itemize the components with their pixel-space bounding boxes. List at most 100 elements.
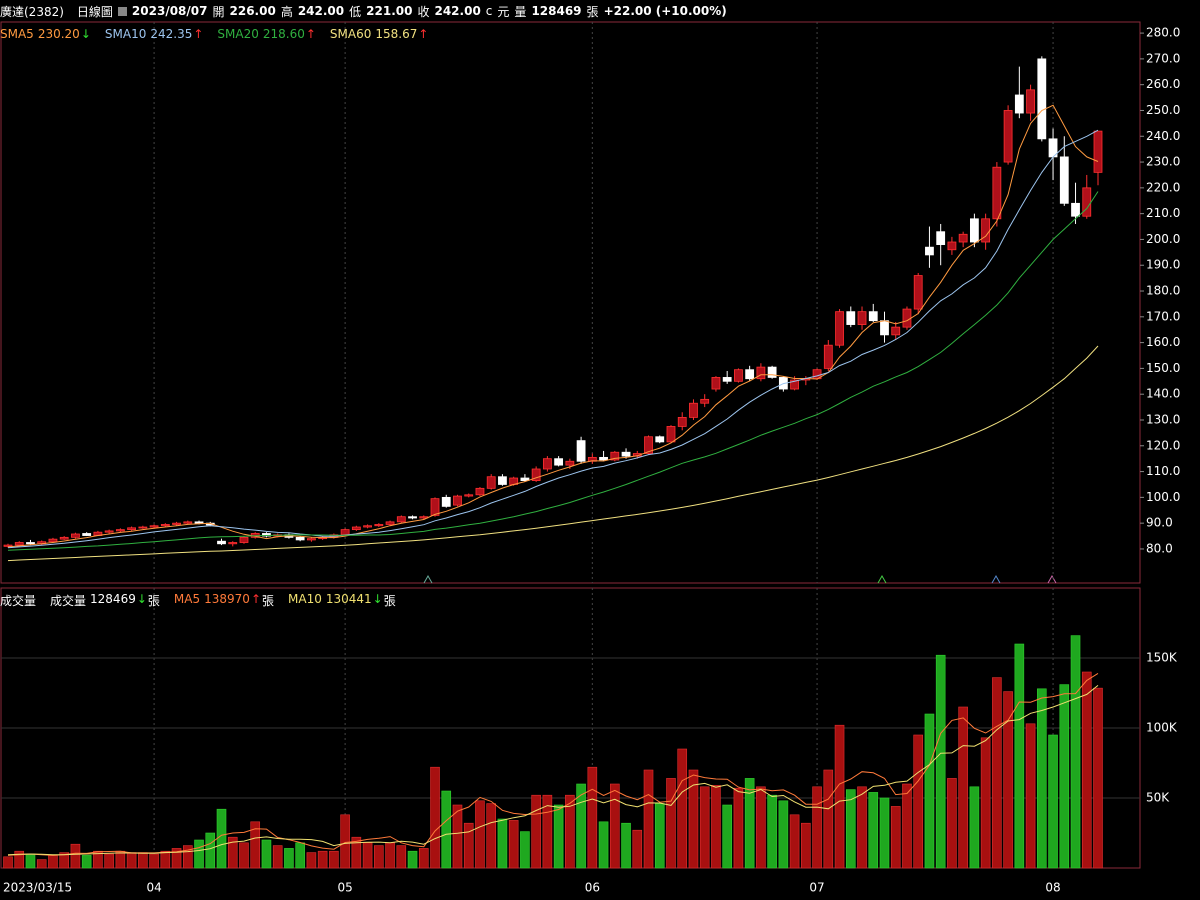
volume-bar (227, 836, 238, 869)
volume-bar (463, 822, 474, 869)
volume-bar (733, 787, 744, 869)
volume-bar (789, 814, 800, 869)
candle-body (1082, 187, 1092, 217)
candle-body (149, 525, 159, 528)
volume-bar (182, 845, 193, 869)
x-tick-label: 07 (809, 881, 824, 895)
y-tick-label: 260.0 (1146, 77, 1180, 91)
volume-bar (452, 804, 463, 869)
candle-body (104, 530, 114, 533)
candle-body (138, 526, 148, 529)
y-tick-label: 230.0 (1146, 155, 1180, 169)
volume-bar (1003, 691, 1013, 869)
volume-bar (666, 778, 676, 869)
volume-bar (767, 794, 777, 869)
candle-body (363, 525, 372, 528)
x-tick-label: 04 (146, 881, 161, 895)
y-tick-label: 130.0 (1146, 412, 1180, 426)
volume-bar (598, 821, 609, 869)
volume-bar (890, 806, 901, 869)
ma-line (7, 191, 1099, 551)
volume-bar (48, 855, 58, 869)
volume-bar (284, 848, 294, 869)
volume-bar (93, 850, 103, 869)
legend-trend: ↓ (136, 592, 147, 606)
volume-bar (778, 800, 789, 869)
volume-bar (980, 737, 991, 869)
volume-bar (25, 853, 36, 869)
volume-bar (1093, 687, 1103, 869)
y-tick-label: 220.0 (1146, 180, 1180, 194)
y-tick-label: 200.0 (1146, 232, 1180, 246)
candle-body (857, 311, 867, 325)
legend-name: 成交量 (50, 594, 87, 608)
y-tick-label: 140.0 (1146, 387, 1180, 401)
candle-body (217, 540, 226, 545)
volume-bar (295, 842, 305, 869)
y-tick-label: 120.0 (1146, 438, 1180, 452)
candle-body (745, 369, 755, 380)
candle-body (3, 544, 13, 547)
candle-body (82, 533, 92, 536)
volume-bar (70, 843, 81, 869)
candle-body (430, 498, 440, 516)
legend-item: 成交量 128469 ↓ 張 (50, 592, 160, 609)
volume-bar (868, 792, 879, 869)
y-tick-label: 270.0 (1146, 51, 1180, 65)
candle-body (587, 456, 597, 462)
candle-body (644, 436, 653, 454)
legend-trend: ↓ (80, 27, 91, 41)
volume-bar (834, 724, 845, 869)
candle-body (880, 320, 889, 336)
candle-body (756, 366, 766, 380)
volume-bar (654, 803, 665, 869)
candle-body (947, 241, 957, 251)
legend-value: 218.60 (262, 27, 305, 41)
y-tick-label: 150.0 (1146, 361, 1180, 375)
quote-header: 廣達(2382) 日線圖 2023/08/07 開 226.00 高 242.00 … (0, 2, 727, 20)
ma-line (7, 129, 1099, 549)
volume-bar (722, 804, 732, 869)
volume-bar (744, 778, 755, 869)
x-tick-label: 08 (1045, 881, 1060, 895)
legend-name: SMA20 (217, 27, 259, 41)
ma-line (7, 345, 1099, 562)
candle-body (464, 494, 474, 497)
y-tick-label: 180.0 (1146, 284, 1180, 298)
volume-bar (565, 794, 575, 869)
y-tick-label: 170.0 (1146, 309, 1180, 323)
volume-bar (306, 852, 317, 869)
legend-item: SMA60 158.67 ↑ (330, 27, 429, 41)
candle-body (127, 527, 137, 531)
x-tick-label: 06 (585, 881, 600, 895)
candle-body (1037, 58, 1047, 140)
volume-bar (913, 734, 924, 869)
y-tick-label: 90.0 (1146, 516, 1173, 530)
y-tick-label: 280.0 (1146, 26, 1180, 40)
volume-bar (475, 800, 485, 869)
candle-body (823, 344, 833, 369)
volume-bar (756, 786, 766, 869)
legend-value: 230.20 (37, 27, 80, 41)
volume-bar (1048, 734, 1058, 869)
candle-body (1014, 94, 1024, 114)
candle-body (711, 377, 721, 390)
candle-body (374, 524, 384, 527)
volume-bar (610, 783, 620, 869)
volume-bar (126, 852, 137, 869)
legend-item: MA5 138970 ↑ 張 (174, 592, 274, 609)
candle-body (408, 516, 417, 519)
volume-bar (149, 853, 159, 869)
volume-bar (1037, 688, 1047, 869)
volume-bar (621, 822, 631, 869)
volume-bar (205, 832, 216, 869)
unit: 張 (586, 4, 599, 19)
volume-bar (272, 845, 283, 869)
close-label: 收 (417, 4, 430, 19)
volume-bar (632, 829, 643, 869)
volume-bar (812, 786, 822, 869)
volume-bar (374, 845, 384, 869)
candle-body (475, 487, 485, 496)
